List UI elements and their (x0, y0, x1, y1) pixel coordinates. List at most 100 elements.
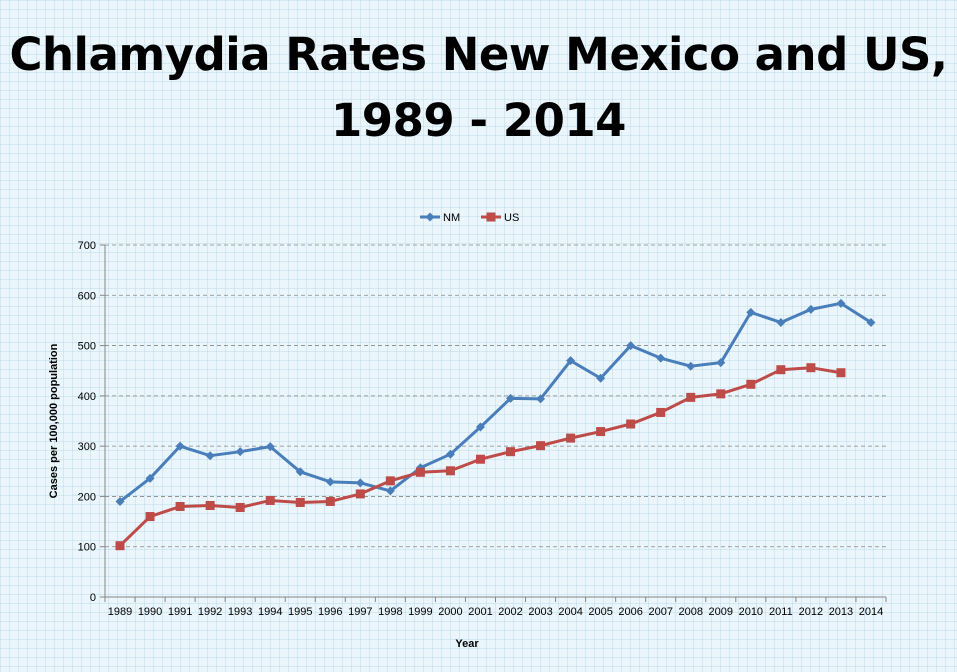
y-axis-title: Cases per 100,000 population (48, 343, 60, 498)
series-nm-point-2004 (566, 356, 576, 366)
series-nm-point-1990 (145, 473, 155, 483)
series-nm-point-2011 (776, 317, 786, 327)
legend-swatch-marker (425, 212, 435, 222)
series-nm-point-2002 (506, 393, 516, 403)
x-tick-label: 1999 (408, 606, 432, 618)
series-us-point-1992 (205, 500, 215, 510)
series-nm-point-2012 (806, 304, 816, 314)
series-us-point-1999 (415, 467, 425, 477)
series-us-point-1998 (385, 476, 395, 486)
y-tick-label: 400 (78, 391, 96, 403)
x-tick-label: 1992 (198, 606, 222, 618)
series-nm-line (119, 301, 872, 503)
x-tick-label: 2000 (438, 606, 462, 618)
x-tick-label: 2004 (558, 606, 582, 618)
x-tick-label: 1991 (168, 606, 192, 618)
x-tick-label: 2008 (679, 606, 703, 618)
series-us (115, 363, 846, 551)
x-tick-label: 2002 (498, 606, 522, 618)
series-us-point-1990 (145, 512, 155, 522)
series-nm-point-1991 (175, 441, 185, 451)
x-tick-label: 2007 (648, 606, 672, 618)
legend-label-nm: NM (443, 212, 460, 224)
series-nm-point-2010 (746, 307, 756, 317)
series-us-point-2006 (626, 419, 636, 429)
y-tick-label: 600 (78, 290, 96, 302)
series-nm-point-1996 (325, 477, 335, 487)
x-tick-label: 2010 (739, 606, 763, 618)
series-nm-point-1994 (265, 442, 275, 452)
legend-label-us: US (504, 212, 519, 224)
y-tick-label: 500 (78, 341, 96, 353)
title-line-1: Chlamydia Rates New Mexico and US, (9, 28, 949, 81)
x-tick-label: 1989 (108, 606, 132, 618)
series-nm-point-2003 (536, 394, 546, 404)
title-line-2: 1989 - 2014 (331, 94, 627, 147)
series-us-point-2002 (506, 447, 516, 457)
series-nm-point-2007 (656, 353, 666, 363)
x-tick-label: 2003 (528, 606, 552, 618)
y-tick-label: 700 (78, 240, 96, 252)
x-tick-label: 2011 (769, 606, 793, 618)
x-tick-label: 2009 (709, 606, 733, 618)
series-us-point-2005 (596, 427, 606, 437)
series-us-point-2000 (445, 466, 455, 476)
series-us-point-2007 (656, 407, 666, 417)
axes (104, 245, 886, 598)
series-us-point-2011 (776, 365, 786, 375)
x-axis-title: Year (455, 638, 479, 650)
x-axis-ticks: 1989 1990 1991 1992 1993 1994 1995 1996 1997 1998… (104, 597, 887, 618)
legend-item-nm: NM (420, 212, 460, 224)
series-us-point-2009 (716, 389, 726, 399)
x-tick-label: 1996 (318, 606, 342, 618)
gridlines (105, 244, 886, 548)
legend: NM US (420, 212, 519, 224)
series-nm-point-1995 (295, 467, 305, 477)
series-nm-point-1993 (235, 447, 245, 457)
series-nm-point-2008 (686, 361, 696, 371)
y-tick-label: 300 (78, 441, 96, 453)
x-tick-label: 1998 (378, 606, 402, 618)
series-nm-point-1997 (355, 478, 365, 488)
y-tick-label: 0 (90, 592, 96, 604)
x-tick-label: 1990 (138, 606, 162, 618)
series-us-point-2003 (536, 441, 546, 451)
series-us-point-2010 (746, 379, 756, 389)
series-us-point-2001 (475, 454, 485, 464)
legend-swatch-marker (486, 212, 496, 222)
series-us-point-2004 (566, 433, 576, 443)
y-axis-ticks: 0 100 200 300 400 500 600 700 (78, 240, 105, 604)
series-us-point-1989 (115, 541, 125, 551)
x-tick-label: 1997 (348, 606, 372, 618)
series-nm-point-2006 (626, 341, 636, 351)
x-tick-label: 2014 (859, 606, 883, 618)
y-tick-label: 200 (78, 491, 96, 503)
x-tick-label: 2013 (829, 606, 853, 618)
slide-title: Chlamydia Rates New Mexico and US, 1989 … (0, 22, 957, 154)
series-us-point-1994 (265, 495, 275, 505)
series-nm-point-2000 (445, 449, 455, 459)
series-nm-point-2001 (475, 422, 485, 432)
x-tick-label: 1994 (258, 606, 282, 618)
series-nm-point-2013 (836, 298, 846, 308)
series-group (115, 298, 876, 551)
series-us-point-1996 (325, 496, 335, 506)
series-nm (115, 298, 876, 506)
series-us-point-1997 (355, 489, 365, 499)
series-us-point-1991 (175, 501, 185, 511)
x-tick-label: 2006 (618, 606, 642, 618)
x-tick-label: 2012 (799, 606, 823, 618)
series-nm-point-2009 (716, 358, 726, 368)
series-us-point-1993 (235, 502, 245, 512)
series-nm-point-1998 (385, 486, 395, 496)
series-us-point-2008 (686, 392, 696, 402)
series-nm-point-2014 (866, 317, 876, 327)
legend-item-us: US (481, 212, 519, 224)
series-nm-point-2005 (596, 373, 606, 383)
x-tick-label: 2001 (468, 606, 492, 618)
x-tick-label: 1995 (288, 606, 312, 618)
series-us-point-1995 (295, 497, 305, 507)
series-nm-point-1992 (205, 451, 215, 461)
x-tick-label: 2005 (588, 606, 612, 618)
